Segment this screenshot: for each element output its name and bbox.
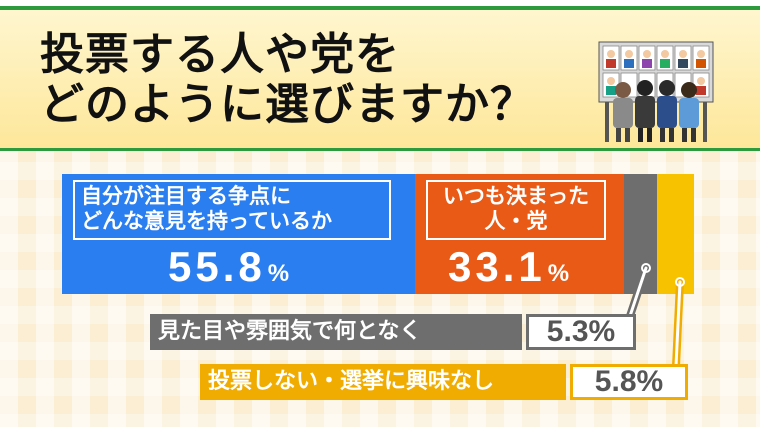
title-line-1: 投票する人や党を bbox=[40, 29, 400, 80]
callout-value-appearance: 5.3% bbox=[526, 314, 636, 350]
callout-label-no-vote: 投票しない・選挙に興味なし bbox=[200, 364, 566, 400]
top-border bbox=[0, 0, 760, 6]
data-label-unit: % bbox=[267, 260, 290, 287]
chart-title: 投票する人や党を どのように選びますか？ bbox=[40, 30, 535, 130]
leader-line-no-vote-inner bbox=[674, 280, 682, 368]
data-label-value: 55.8 bbox=[168, 243, 266, 290]
bar-label-fixed-person-party: いつも決まった 人・党 bbox=[426, 180, 606, 240]
callout-label-appearance: 見た目や雰囲気で何となく bbox=[150, 314, 522, 350]
bar-segment-fixed-person-party bbox=[415, 174, 624, 294]
leader-dot-no-vote bbox=[675, 277, 685, 287]
leader-dot-appearance bbox=[641, 263, 651, 273]
top-accent-line bbox=[0, 6, 760, 10]
voting-posters-people-icon bbox=[598, 41, 714, 142]
data-label-unit: % bbox=[547, 260, 570, 287]
title-divider bbox=[0, 148, 760, 151]
bar-label-line-1: 自分が注目する争点に bbox=[81, 184, 291, 208]
bar-segment-issue-opinion bbox=[62, 174, 415, 294]
bar-label-line-2: 人・党 bbox=[484, 209, 548, 233]
title-line-2: どのように選びますか？ bbox=[40, 79, 535, 130]
callout-value-no-vote: 5.8% bbox=[570, 364, 688, 400]
data-label-value: 33.1 bbox=[448, 243, 546, 290]
bar-label-line-1: いつも決まった bbox=[442, 184, 590, 208]
leader-line-appearance-inner bbox=[628, 266, 648, 318]
bar-segment-no-vote bbox=[657, 174, 694, 294]
data-label-fixed-person-party: 33.1% bbox=[448, 243, 569, 291]
bar-label-line-2: どんな意見を持っているか bbox=[81, 209, 332, 233]
bar-label-issue-opinion: 自分が注目する争点に どんな意見を持っているか bbox=[73, 180, 391, 240]
data-label-issue-opinion: 55.8% bbox=[168, 243, 289, 291]
